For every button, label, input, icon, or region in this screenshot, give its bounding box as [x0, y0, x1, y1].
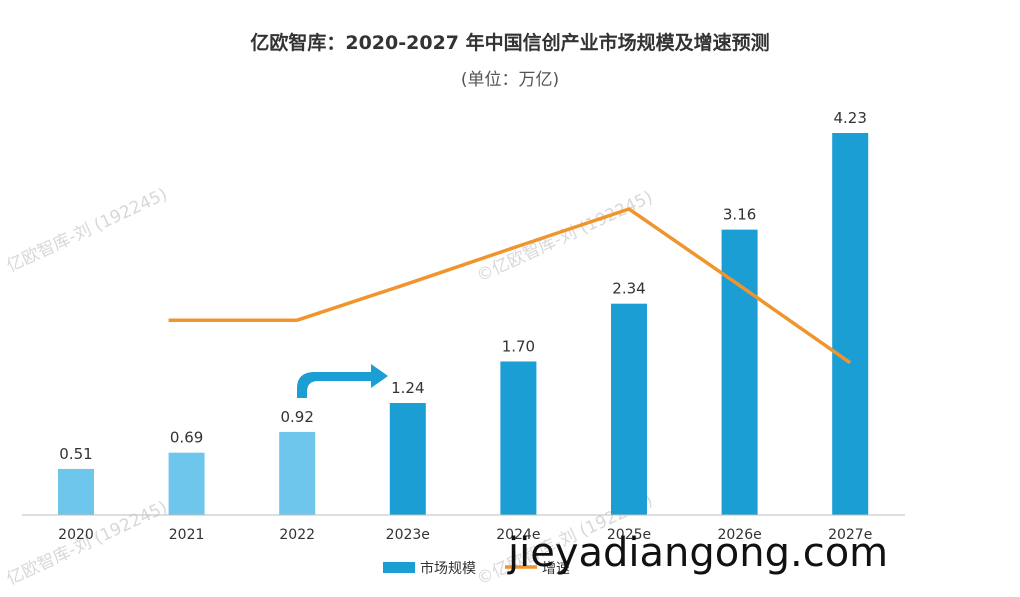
x-axis-ticks: 2020 2021 2022 2023e 2024e 2025e 2026e 2027e [58, 527, 872, 543]
x-tick-2027e: 2027e [828, 527, 872, 543]
watermark-layer: 亿欧智库-刘 (192245) ©亿欧智库-刘 (192245) 亿欧智库-刘 … [4, 185, 656, 590]
x-tick-2025e: 2025e [607, 527, 651, 543]
bar-2025e [611, 303, 647, 515]
legend-label-line: 增速 [542, 561, 570, 577]
chart-title: 亿欧智库：2020-2027 年中国信创产业市场规模及增速预测 [250, 31, 769, 54]
bar-2022 [279, 431, 316, 515]
chart-subtitle: (单位：万亿) [461, 70, 559, 90]
growth-arrow-icon [297, 364, 388, 398]
bar-label-2021: 0.69 [170, 429, 203, 447]
x-tick-2021: 2021 [169, 527, 205, 543]
bar-label-2026e: 3.16 [723, 206, 756, 224]
bar-label-2025e: 2.34 [612, 280, 645, 298]
bar-2021 [168, 452, 205, 515]
site-watermark: jieyadiangong.com [507, 530, 888, 576]
bar-series [58, 133, 869, 515]
bar-2027e [832, 133, 869, 515]
bar-2024e [500, 361, 537, 515]
bar-label-2022: 0.92 [280, 408, 313, 426]
bar-2020 [58, 468, 94, 515]
watermark-text: 亿欧智库-刘 (192245) [4, 185, 171, 277]
x-tick-2022: 2022 [279, 527, 315, 543]
legend: 市场规模 增速 [383, 560, 570, 577]
bar-data-labels: 0.51 0.69 0.92 1.24 1.70 2.34 3.16 4.23 [59, 109, 867, 463]
growth-rate-line [168, 207, 852, 365]
x-tick-2026e: 2026e [717, 527, 761, 543]
x-tick-2023e: 2023e [386, 527, 430, 543]
legend-label-bar: 市场规模 [420, 560, 476, 577]
watermark-text: ©亿欧智库-刘 (192245) [474, 187, 656, 286]
bar-2023e [389, 403, 426, 515]
bar-label-2023e: 1.24 [391, 379, 424, 397]
bar-label-2020: 0.51 [59, 445, 92, 463]
x-tick-2024e: 2024e [496, 527, 540, 543]
bar-label-2027e: 4.23 [833, 109, 866, 127]
legend-swatch-bar [383, 562, 415, 573]
bar-label-2024e: 1.70 [502, 337, 535, 355]
bar-2026e [721, 229, 758, 515]
x-tick-2020: 2020 [58, 527, 94, 543]
